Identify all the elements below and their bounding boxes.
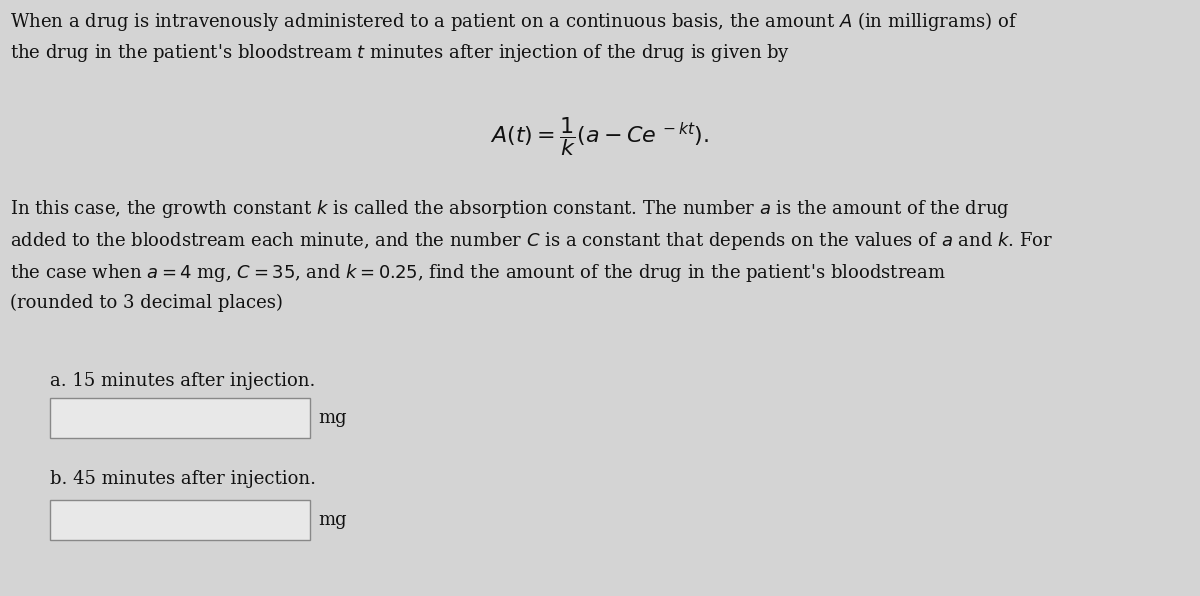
Text: added to the bloodstream each minute, and the number $C$ is a constant that depe: added to the bloodstream each minute, an… <box>10 230 1054 252</box>
Text: mg: mg <box>318 409 347 427</box>
Text: a. 15 minutes after injection.: a. 15 minutes after injection. <box>50 372 316 390</box>
Text: b. 45 minutes after injection.: b. 45 minutes after injection. <box>50 470 316 488</box>
FancyBboxPatch shape <box>50 398 310 438</box>
Text: (rounded to 3 decimal places): (rounded to 3 decimal places) <box>10 294 283 312</box>
Text: mg: mg <box>318 511 347 529</box>
Text: In this case, the growth constant $k$ is called the absorption constant. The num: In this case, the growth constant $k$ is… <box>10 198 1009 220</box>
Text: the drug in the patient's bloodstream $t$ minutes after injection of the drug is: the drug in the patient's bloodstream $t… <box>10 42 790 64</box>
Text: the case when $a = 4$ mg, $C = 35$, and $k = 0.25$, find the amount of the drug : the case when $a = 4$ mg, $C = 35$, and … <box>10 262 946 284</box>
Text: When a drug is intravenously administered to a patient on a continuous basis, th: When a drug is intravenously administere… <box>10 10 1018 33</box>
FancyBboxPatch shape <box>50 500 310 540</box>
Text: $A(t) = \dfrac{1}{k}(a - Ce^{\,-kt}).$: $A(t) = \dfrac{1}{k}(a - Ce^{\,-kt}).$ <box>491 115 709 158</box>
